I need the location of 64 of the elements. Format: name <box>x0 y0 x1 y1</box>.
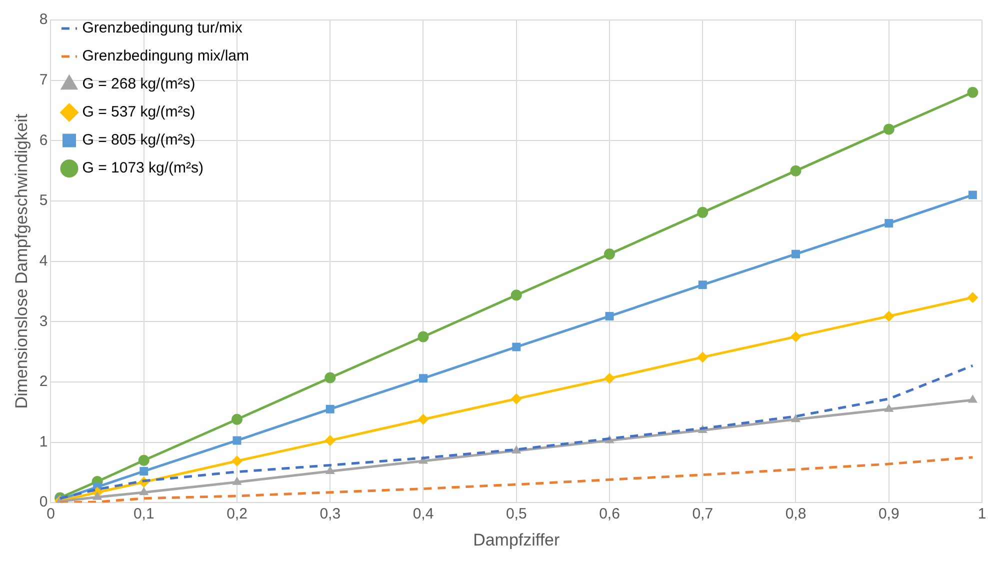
point <box>883 124 894 135</box>
point <box>232 476 242 485</box>
point <box>883 310 894 322</box>
point <box>419 374 428 383</box>
point <box>790 165 802 176</box>
point <box>968 190 977 200</box>
point <box>324 434 336 446</box>
y-tick-label: 4 <box>39 252 48 270</box>
point <box>138 454 150 466</box>
x-axis-title: Dampfziffer <box>473 530 560 550</box>
point <box>790 331 802 342</box>
point <box>697 206 708 218</box>
x-tick-label: 1 <box>978 506 986 523</box>
y-tick-label: 7 <box>39 71 48 88</box>
x-tick-label: 0,5 <box>506 506 527 523</box>
point <box>232 436 242 445</box>
point <box>697 352 708 363</box>
legend-label: Grenzbedingung tur/mix <box>82 20 243 37</box>
x-tick-label: 0,3 <box>320 506 341 523</box>
y-axis-title: Dimensionslose Dampfgeschwindigkeit <box>12 114 31 409</box>
point <box>512 445 522 454</box>
legend-label: Grenzbedingung mix/lam <box>82 48 250 65</box>
point <box>884 404 894 412</box>
x-tick-label: 0,1 <box>133 506 154 523</box>
y-tick-label: 3 <box>39 312 48 330</box>
y-tick-label: 0 <box>39 494 48 511</box>
point <box>884 219 894 228</box>
point <box>139 486 149 496</box>
point <box>792 250 800 258</box>
point <box>604 248 615 260</box>
point <box>512 342 521 352</box>
y-tick-label: 6 <box>39 132 48 149</box>
legend-label: G = 537 kg/(m²s) <box>82 104 196 121</box>
point <box>418 331 429 342</box>
point <box>324 372 336 384</box>
y-tick-label: 5 <box>39 192 48 210</box>
x-tick-label: 0,6 <box>599 506 620 523</box>
point <box>325 466 335 474</box>
legend-label: G = 1073 kg/(m²s) <box>82 160 204 177</box>
point <box>326 404 334 414</box>
legend-label: G = 805 kg/(m²s) <box>82 132 196 149</box>
point <box>510 290 522 301</box>
y-tick-label: 2 <box>39 373 48 390</box>
x-tick-label: 0,4 <box>412 506 434 523</box>
point <box>231 414 242 425</box>
legend-label: G = 268 kg/(m²s) <box>82 76 196 93</box>
y-tick-label: 8 <box>39 11 48 28</box>
point <box>605 312 614 320</box>
point <box>968 394 978 403</box>
point <box>698 280 707 290</box>
point <box>418 414 429 425</box>
point <box>967 86 978 98</box>
point <box>231 455 242 466</box>
point <box>790 414 801 422</box>
x-tick-label: 0,7 <box>692 506 714 523</box>
point <box>140 466 148 476</box>
x-tick-label: 0,9 <box>878 506 900 523</box>
x-tick-label: 0,2 <box>226 506 248 523</box>
point <box>967 292 978 303</box>
point <box>604 372 615 384</box>
y-tick-label: 1 <box>39 433 48 450</box>
x-tick-label: 0,8 <box>785 506 806 523</box>
point <box>92 492 102 500</box>
point <box>510 393 522 404</box>
